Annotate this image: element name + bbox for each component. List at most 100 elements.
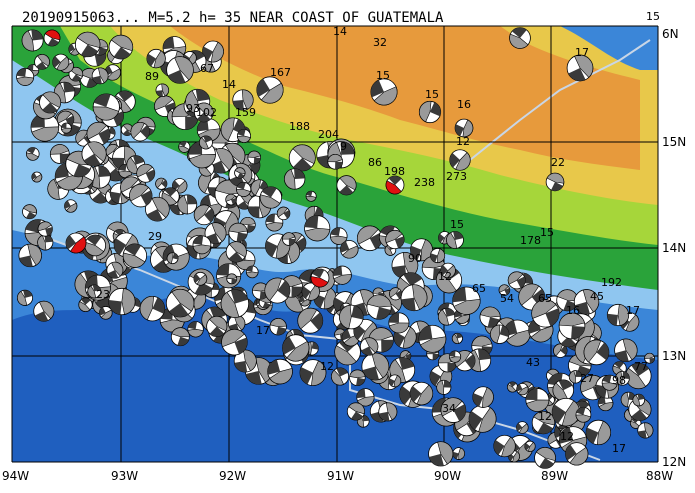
focal-mechanism-icon bbox=[553, 343, 568, 358]
event-number-label: 198 bbox=[384, 165, 405, 178]
focal-mechanism-icon bbox=[310, 268, 330, 288]
focal-mechanism-icon bbox=[437, 307, 456, 326]
event-number-label: 43 bbox=[526, 356, 540, 369]
focal-mechanism-icon bbox=[282, 334, 310, 362]
focal-mechanism-icon bbox=[282, 232, 296, 246]
focal-mechanism-icon bbox=[276, 206, 291, 221]
focal-mechanism-icon bbox=[558, 312, 586, 340]
focal-mechanism-icon bbox=[234, 167, 246, 179]
event-number-label: 65 bbox=[538, 292, 552, 305]
focal-mechanism-icon bbox=[91, 67, 109, 85]
focal-mechanism-icon bbox=[108, 34, 134, 60]
focal-mechanism-icon bbox=[573, 289, 600, 315]
focal-mechanism-icon bbox=[21, 29, 44, 52]
focal-mechanism-icon bbox=[193, 102, 214, 123]
event-number-label: 17 bbox=[256, 324, 270, 337]
event-number-label: 15 bbox=[646, 10, 660, 23]
event-number-label: 15 bbox=[450, 218, 464, 231]
event-number-label: 27 bbox=[580, 372, 594, 385]
focal-mechanism-icon bbox=[33, 300, 55, 322]
focal-mechanism-icon bbox=[614, 338, 638, 362]
focal-mechanism-icon bbox=[440, 262, 456, 279]
event-number-label: 178 bbox=[520, 234, 541, 247]
focal-mechanism-icon bbox=[341, 328, 360, 347]
focal-mechanism-icon bbox=[525, 388, 550, 412]
lon-label-90w: 90W bbox=[434, 469, 461, 483]
focal-mechanism-icon bbox=[304, 215, 331, 242]
focal-mechanism-icon bbox=[226, 273, 238, 285]
focal-mechanism-icon bbox=[468, 404, 497, 433]
focal-mechanism-icon bbox=[430, 248, 446, 264]
event-number-label: 17 bbox=[612, 442, 626, 455]
lat-label-14n: 14N bbox=[662, 241, 686, 255]
focal-mechanism-icon bbox=[129, 183, 153, 208]
focal-mechanism-icon bbox=[17, 289, 34, 306]
focal-mechanism-icon bbox=[228, 222, 248, 243]
focal-mechanism-icon bbox=[507, 271, 526, 290]
focal-mechanism-icon bbox=[155, 177, 168, 190]
event-number-label: 273 bbox=[446, 170, 467, 183]
event-number-label: 67 bbox=[200, 62, 214, 75]
focal-mechanism-icon bbox=[236, 128, 252, 144]
focal-mechanism-icon bbox=[60, 122, 72, 134]
focal-mechanism-icon bbox=[340, 240, 359, 259]
focal-mechanism-icon bbox=[193, 271, 208, 286]
event-number-label: 167 bbox=[270, 66, 291, 79]
focal-mechanism-icon bbox=[220, 289, 250, 318]
lon-label-92w: 92W bbox=[219, 469, 246, 483]
focal-mechanism-icon bbox=[339, 304, 364, 330]
focal-mechanism-icon bbox=[130, 121, 150, 142]
focal-mechanism-icon bbox=[22, 204, 37, 220]
focal-mechanism-icon bbox=[269, 318, 287, 336]
event-number-label: 16 bbox=[457, 98, 471, 111]
focal-mechanism-icon bbox=[165, 288, 195, 318]
focal-mechanism-icon bbox=[232, 89, 254, 111]
focal-mechanism-icon bbox=[489, 324, 510, 344]
focal-mechanism-icon bbox=[170, 327, 190, 347]
focal-mechanism-icon bbox=[136, 163, 156, 183]
focal-mechanism-icon bbox=[454, 118, 474, 138]
focal-mechanism-icon bbox=[288, 144, 316, 172]
event-number-label: 93 bbox=[186, 102, 200, 115]
focal-mechanism-icon bbox=[575, 406, 592, 423]
focal-mechanism-icon bbox=[370, 78, 398, 106]
event-number-label: 89 bbox=[145, 70, 159, 83]
focal-mechanism-icon bbox=[565, 442, 589, 466]
focal-mechanism-icon bbox=[139, 295, 166, 322]
focal-mechanism-icon bbox=[428, 441, 454, 467]
event-number-label: 15 bbox=[540, 226, 554, 239]
focal-mechanism-icon bbox=[81, 141, 107, 167]
focal-mechanism-icon bbox=[454, 350, 476, 372]
focal-mechanism-icon bbox=[145, 196, 170, 222]
focal-mechanism-icon bbox=[256, 76, 284, 104]
focal-mechanism-icon bbox=[284, 168, 306, 190]
focal-mechanisms bbox=[16, 27, 655, 469]
focal-mechanism-icon bbox=[545, 172, 565, 192]
focal-mechanism-icon bbox=[509, 27, 531, 49]
focal-mechanism-icon bbox=[225, 241, 247, 263]
focal-mechanism-icon bbox=[301, 282, 320, 301]
focal-mechanism-icon bbox=[366, 294, 392, 320]
focal-mechanism-icon bbox=[356, 225, 383, 252]
focal-mechanism-icon bbox=[637, 422, 654, 439]
focal-mechanism-icon bbox=[267, 358, 293, 385]
event-number-label: 32 bbox=[373, 36, 387, 49]
event-number-label: 12 bbox=[320, 360, 334, 373]
focal-mechanism-icon bbox=[436, 379, 452, 395]
focal-mechanism-icon bbox=[388, 312, 410, 334]
focal-mechanism-icon bbox=[18, 243, 42, 268]
focal-mechanism-icon bbox=[106, 261, 124, 279]
focal-mechanism-icon bbox=[126, 155, 146, 174]
focal-mechanism-icon bbox=[336, 175, 357, 196]
focal-mechanism-icon bbox=[388, 374, 402, 388]
lon-label-94w: 94W bbox=[2, 469, 29, 483]
focal-mechanism-icon bbox=[236, 181, 252, 197]
event-number-label: 188 bbox=[289, 120, 310, 133]
focal-mechanism-icon bbox=[551, 397, 581, 427]
focal-mechanism-icon bbox=[64, 199, 78, 213]
focal-mechanism-icon bbox=[389, 287, 403, 301]
focal-mechanism-icon bbox=[418, 100, 442, 124]
focal-mechanism-icon bbox=[247, 150, 262, 165]
